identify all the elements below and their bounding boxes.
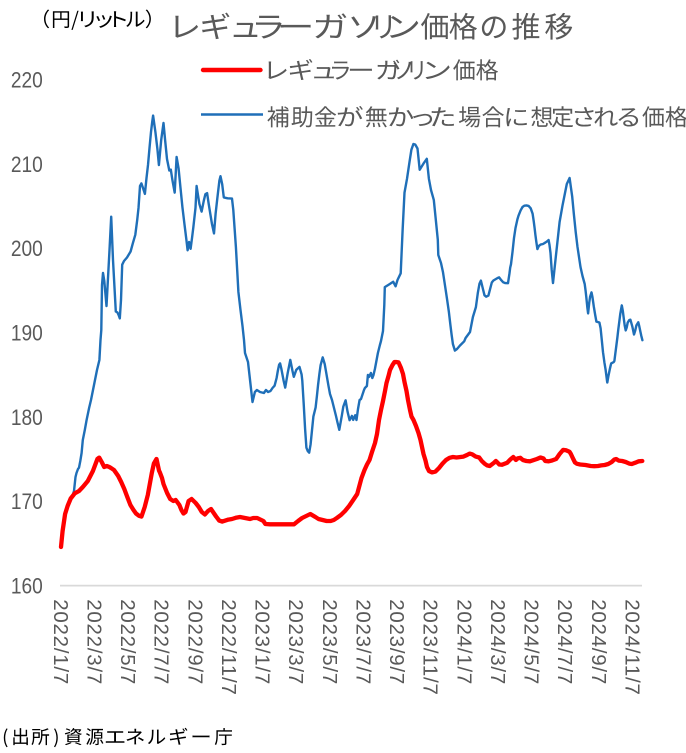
svg-text:2024/3/7: 2024/3/7	[486, 599, 509, 685]
svg-text:170: 170	[11, 490, 43, 515]
svg-text:2023/9/7: 2023/9/7	[385, 599, 408, 685]
svg-text:2022/9/7: 2022/9/7	[183, 599, 206, 685]
svg-text:180: 180	[11, 406, 43, 431]
svg-text:210: 210	[11, 153, 43, 178]
svg-text:2022/11/7: 2022/11/7	[217, 599, 240, 695]
svg-text:2023/1/7: 2023/1/7	[251, 599, 274, 685]
svg-text:2022/7/7: 2022/7/7	[150, 599, 173, 685]
svg-text:2022/1/7: 2022/1/7	[49, 599, 72, 685]
svg-text:160: 160	[11, 574, 43, 599]
svg-text:2022/3/7: 2022/3/7	[82, 599, 105, 685]
svg-text:220: 220	[11, 68, 43, 93]
svg-text:2023/3/7: 2023/3/7	[284, 599, 307, 685]
svg-text:2022/5/7: 2022/5/7	[116, 599, 139, 685]
svg-text:2023/11/7: 2023/11/7	[419, 599, 442, 695]
svg-text:2024/7/7: 2024/7/7	[553, 599, 576, 685]
svg-text:2024/1/7: 2024/1/7	[452, 599, 475, 685]
svg-text:2024/9/7: 2024/9/7	[587, 599, 610, 685]
svg-text:2024/11/7: 2024/11/7	[621, 599, 644, 695]
svg-text:2024/5/7: 2024/5/7	[520, 599, 543, 685]
svg-text:2023/5/7: 2023/5/7	[318, 599, 341, 685]
svg-text:2023/7/7: 2023/7/7	[352, 599, 375, 685]
svg-text:200: 200	[11, 237, 43, 262]
svg-text:190: 190	[11, 321, 43, 346]
